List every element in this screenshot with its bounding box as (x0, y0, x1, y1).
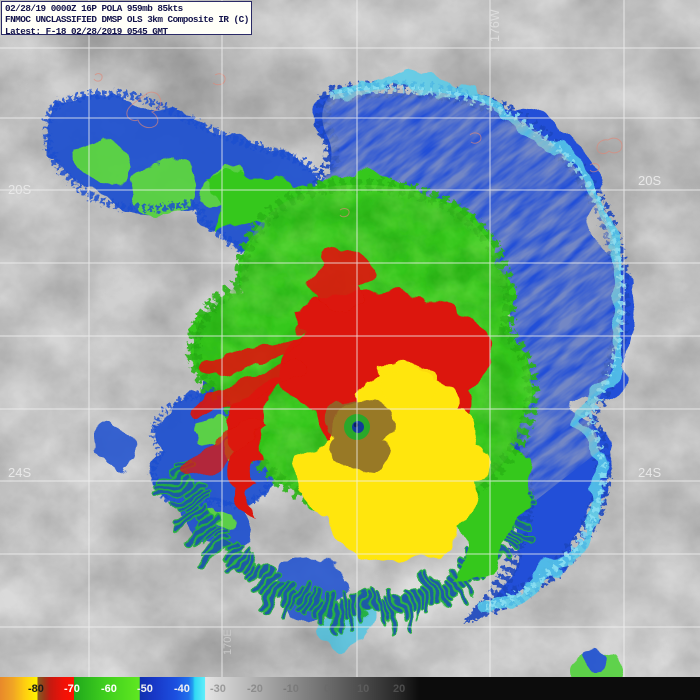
svg-text:24S: 24S (638, 465, 661, 480)
svg-text:20S: 20S (638, 173, 661, 188)
svg-text:20S: 20S (8, 182, 31, 197)
svg-text:176W: 176W (488, 9, 502, 42)
svg-text:24S: 24S (8, 465, 31, 480)
svg-text:170E: 170E (222, 629, 234, 655)
